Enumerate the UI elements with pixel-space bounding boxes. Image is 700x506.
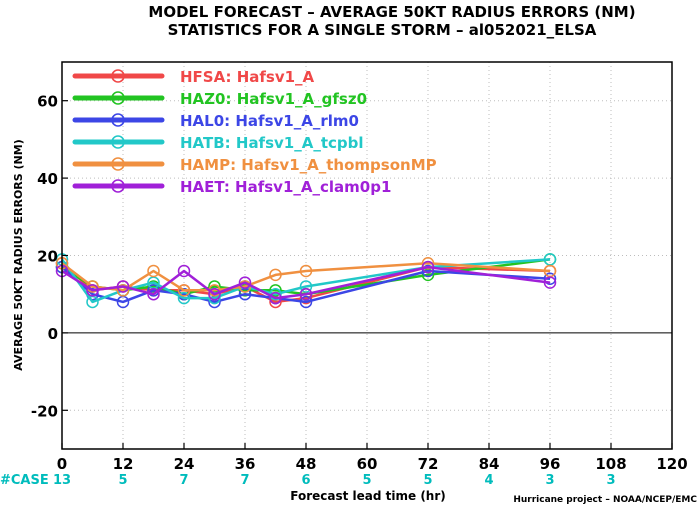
data-point (269, 268, 282, 282)
data-point (269, 291, 282, 305)
grid (62, 62, 672, 449)
y-axis-label: AVERAGE 50KT RADIUS ERRORS (NM) (12, 139, 25, 370)
case-count: 3 (545, 473, 554, 488)
legend-item: HFSA: Hafsv1_A (72, 68, 315, 86)
credit-text: Hurricane project – NOAA/NCEP/EMC (513, 495, 697, 505)
series-path (60, 258, 551, 304)
legend-marker (111, 135, 125, 149)
case-counts: 13 5 7 7 6 5 5 4 3 3 (53, 473, 616, 488)
data-point (238, 276, 252, 289)
data-point (208, 291, 221, 305)
legend-marker (111, 69, 125, 83)
case-count: 6 (301, 473, 310, 488)
data-point (177, 291, 191, 305)
x-tick-label: 96 (540, 455, 561, 473)
legend-item: HAET: Hafsv1_A_clam0p1 (72, 178, 391, 196)
case-count: 7 (240, 473, 249, 488)
data-point (269, 284, 282, 297)
legend-label: HAET: Hafsv1_A_clam0p1 (180, 178, 391, 196)
series-path (61, 265, 551, 300)
x-tick-label: 36 (235, 455, 256, 473)
data-point (299, 295, 313, 309)
y-tick-label: 60 (37, 93, 58, 111)
data-point (543, 272, 557, 285)
chart-subtitle: STATISTICS FOR A SINGLE STORM – al052021… (168, 21, 597, 39)
series-line (55, 260, 557, 305)
case-count: 5 (423, 473, 432, 488)
case-count: 3 (606, 473, 615, 488)
x-tick-label: 48 (296, 455, 317, 473)
data-point (116, 284, 130, 297)
chart-title: MODEL FORECAST – AVERAGE 50KT RADIUS ERR… (148, 3, 635, 21)
x-axis-ticks: 0 12 24 36 48 60 72 84 96 108 120 (57, 443, 688, 473)
data-point (299, 280, 313, 293)
series-group (55, 253, 557, 309)
data-point (147, 264, 160, 278)
x-tick-label: 120 (656, 455, 687, 473)
data-point (208, 287, 221, 301)
legend-label: HFSA: Hafsv1_A (180, 68, 315, 86)
legend-marker (111, 157, 125, 171)
data-point (177, 264, 191, 278)
x-tick-label: 108 (595, 455, 626, 473)
legend-marker (111, 91, 125, 105)
case-count: 13 (53, 473, 71, 488)
x-tick-label: 84 (479, 455, 500, 473)
data-point (299, 264, 313, 278)
data-point (147, 287, 160, 301)
data-point (299, 287, 313, 301)
legend-marker (111, 179, 125, 193)
x-tick-label: 24 (174, 455, 195, 473)
legend-item: HAZ0: Hafsv1_A_gfsz0 (72, 90, 367, 108)
case-count: 5 (118, 473, 127, 488)
legend-label: HAL0: Hafsv1_A_rlm0 (180, 112, 359, 130)
data-point (177, 284, 191, 297)
legend-item: HAMP: Hafsv1_A_thompsonMP (72, 156, 437, 174)
data-point (116, 280, 130, 293)
case-label: #CASE (0, 473, 49, 488)
y-tick-label: 0 (48, 325, 58, 343)
legend: HFSA: Hafsv1_A HAZ0: Hafsv1_A_gfsz0 HAL0: … (72, 68, 437, 196)
legend-label: HATB: Hafsv1_A_tcpbl (180, 134, 364, 152)
x-tick-label: 0 (57, 455, 67, 473)
x-tick-label: 12 (113, 455, 134, 473)
legend-label: HAZ0: Hafsv1_A_gfsz0 (180, 90, 367, 108)
series-path (61, 266, 551, 304)
y-axis-ticks: -20 0 20 40 60 (31, 93, 68, 420)
data-point (86, 284, 99, 297)
case-count: 5 (362, 473, 371, 488)
data-point (238, 284, 252, 297)
x-tick-label: 60 (357, 455, 378, 473)
y-tick-label: 20 (37, 248, 58, 266)
case-count: 7 (179, 473, 188, 488)
y-tick-label: 40 (37, 170, 58, 188)
data-point (421, 256, 435, 270)
x-tick-label: 72 (418, 455, 439, 473)
x-axis-label: Forecast lead time (hr) (290, 489, 446, 503)
series-path (61, 261, 551, 292)
legend-marker (111, 113, 125, 127)
data-point (421, 264, 435, 278)
legend-item: HAL0: Hafsv1_A_rlm0 (72, 112, 359, 130)
y-tick-label: -20 (31, 402, 58, 420)
data-point (421, 260, 435, 274)
legend-label: HAMP: Hafsv1_A_thompsonMP (180, 156, 437, 174)
legend-item: HATB: Hafsv1_A_tcpbl (72, 134, 364, 152)
data-point (543, 276, 557, 289)
series-line (55, 256, 557, 297)
case-count: 4 (484, 473, 493, 488)
